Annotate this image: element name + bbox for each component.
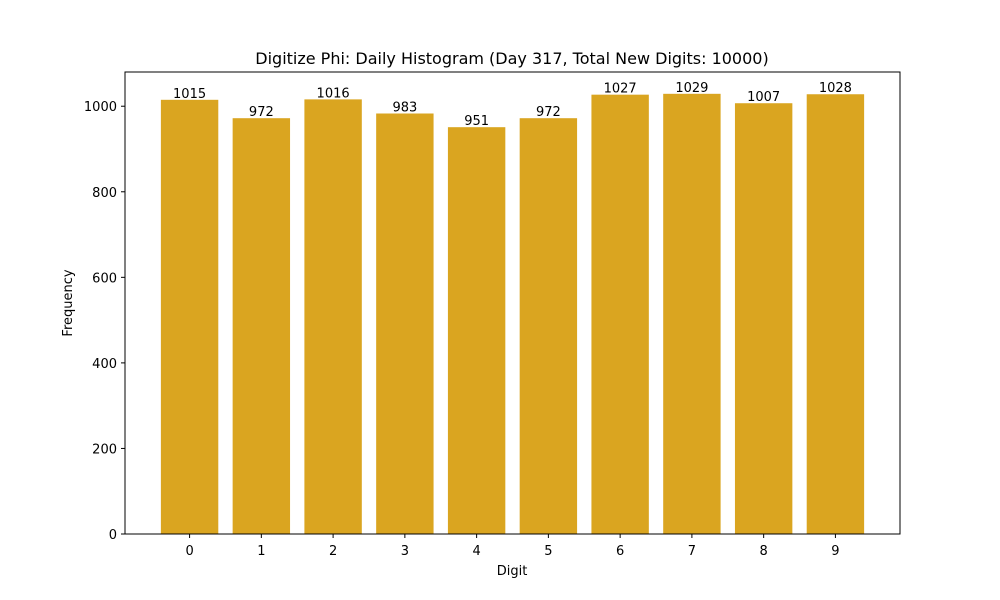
bar-digit-8 [734, 103, 793, 534]
x-tick-label: 2 [329, 544, 337, 559]
x-tick-label: 9 [831, 544, 839, 559]
y-tick-label: 800 [92, 186, 117, 201]
bar-value-label-9: 1028 [819, 81, 852, 96]
x-axis-label: Digit [497, 564, 528, 579]
bar-value-label-7: 1029 [675, 81, 708, 96]
x-axis: 0 1 2 3 4 5 6 7 8 9 [185, 534, 840, 559]
y-tick-label: 0 [109, 528, 117, 543]
y-axis-label: Frequency [61, 269, 76, 336]
bar-digit-7 [663, 93, 721, 535]
bar-digit-5 [519, 118, 578, 534]
bar-value-label-3: 983 [392, 100, 417, 115]
bar-value-label-5: 972 [536, 105, 561, 120]
y-axis: 0 200 400 600 800 1000 [84, 100, 125, 543]
y-tick-label: 600 [92, 271, 117, 286]
x-tick-label: 7 [688, 544, 696, 559]
x-tick-label: 5 [544, 544, 552, 559]
x-tick-label: 8 [760, 544, 768, 559]
bar-digit-1 [232, 118, 291, 534]
plot-frame [124, 71, 901, 535]
bar-value-label-8: 1007 [747, 90, 780, 105]
y-tick-label: 400 [92, 357, 117, 372]
y-tick-label: 200 [92, 442, 117, 457]
bar-digit-4 [447, 127, 506, 534]
bar-digit-2 [304, 99, 362, 534]
bars-group [160, 93, 865, 535]
bar-digit-6 [591, 94, 649, 534]
x-tick-label: 4 [472, 544, 480, 559]
x-tick-label: 6 [616, 544, 624, 559]
bar-value-label-6: 1027 [604, 82, 637, 97]
x-tick-label: 1 [257, 544, 265, 559]
x-tick-label: 3 [401, 544, 409, 559]
bar-value-label-2: 1016 [317, 86, 350, 101]
chart-title: Digitize Phi: Daily Histogram (Day 317, … [255, 49, 768, 68]
x-tick-label: 0 [185, 544, 193, 559]
bar-value-label-1: 972 [249, 105, 274, 120]
bar-digit-0 [160, 99, 219, 535]
bar-value-label-4: 951 [464, 114, 489, 129]
y-tick-label: 1000 [84, 100, 117, 115]
bar-digit-9 [806, 94, 865, 534]
bar-digit-3 [376, 113, 434, 534]
bar-value-label-0: 1015 [173, 87, 206, 102]
data-labels-group: 1015 972 1016 983 951 972 1027 1029 1007 1028 [173, 81, 852, 129]
